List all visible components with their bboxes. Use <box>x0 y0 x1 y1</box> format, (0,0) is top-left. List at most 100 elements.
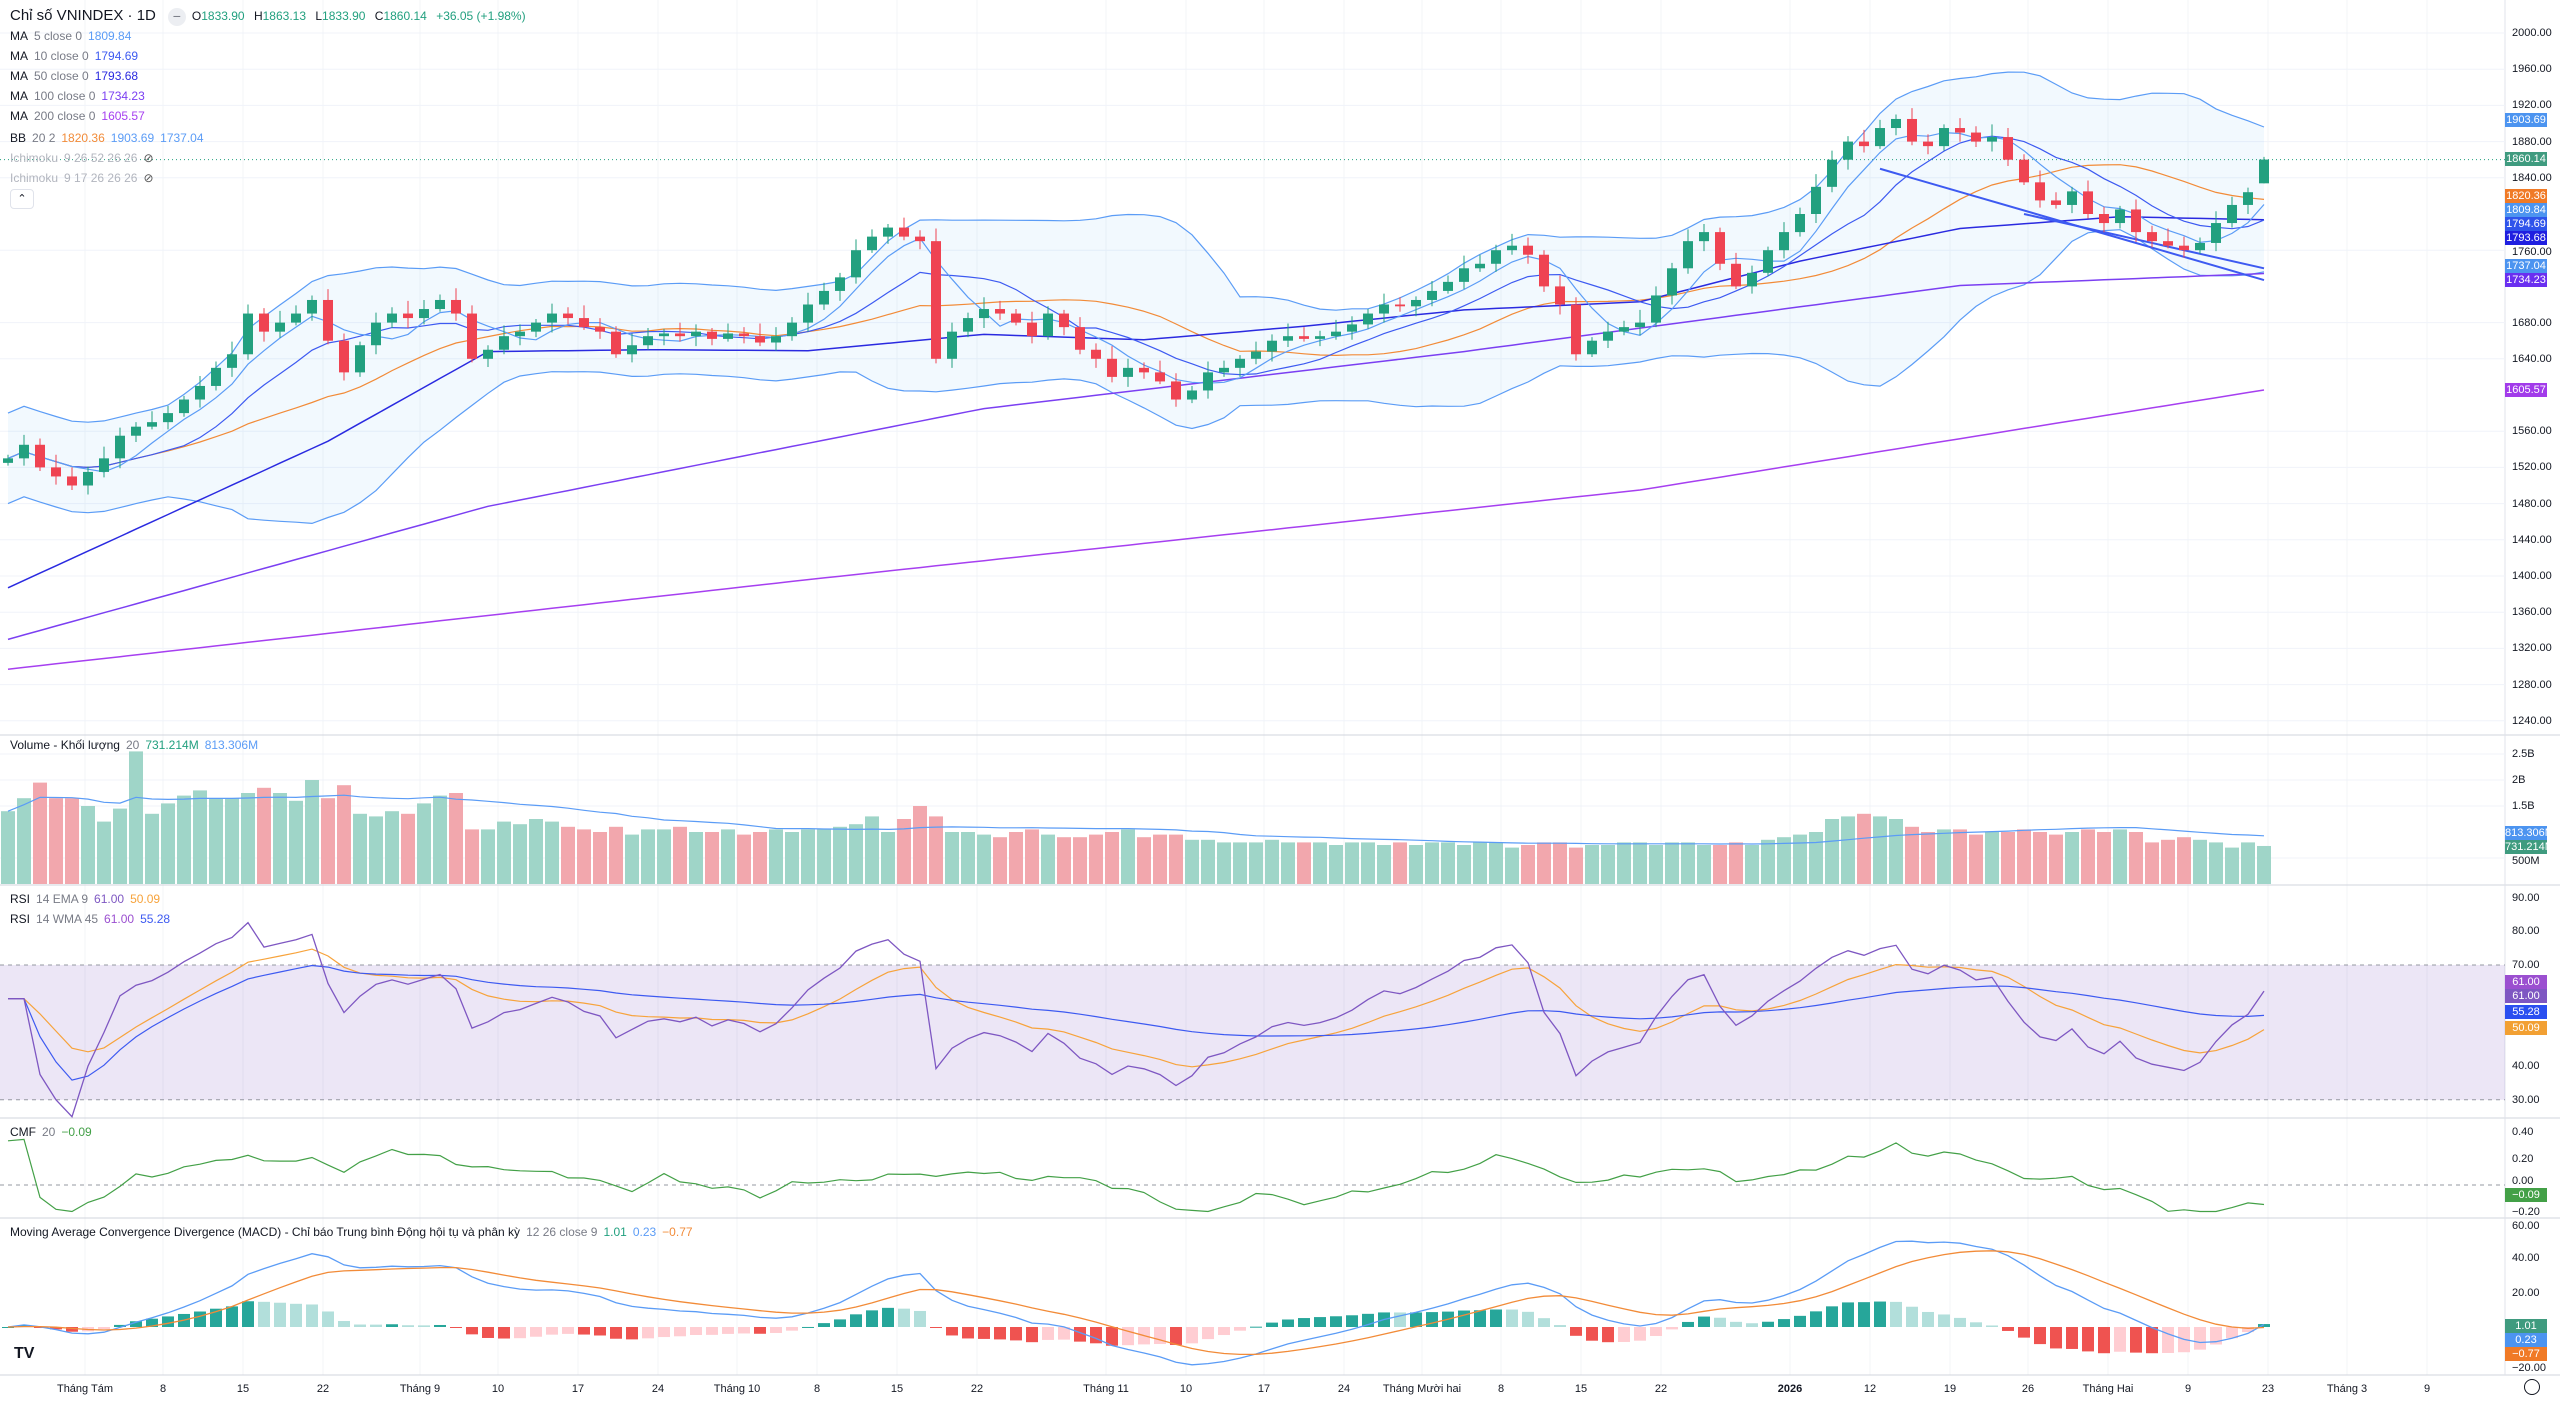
volume-bar <box>1265 839 1279 884</box>
volume-bar <box>545 821 559 884</box>
cmf-tick-label: 0.00 <box>2512 1175 2534 1187</box>
rsi-tick-label: 70.00 <box>2512 959 2540 971</box>
candle-body <box>643 336 653 346</box>
macd-histogram-bar <box>946 1327 958 1336</box>
candle <box>1811 174 1821 224</box>
minus-icon[interactable]: − <box>167 7 186 26</box>
candle-body <box>2163 241 2173 246</box>
bb-legend[interactable]: BB 20 2 1820.36 1903.69 1737.04 <box>10 128 210 148</box>
candle-body <box>1203 372 1213 391</box>
volume-bar <box>1553 842 1567 884</box>
ma50-legend[interactable]: MA 50 close 0 1793.68 <box>10 66 144 86</box>
volume-bar <box>305 780 319 884</box>
time-axis-label: 22 <box>970 1383 984 1395</box>
macd-histogram-bar <box>1650 1327 1662 1336</box>
candle <box>19 434 29 466</box>
volume-bar <box>1617 842 1631 884</box>
volume-bar <box>1505 847 1519 884</box>
rsi-wma-line <box>8 964 2265 1081</box>
volume-bar <box>1377 845 1391 884</box>
candle <box>1331 319 1341 340</box>
candle-body <box>1523 245 1533 255</box>
volume-bar <box>337 785 351 884</box>
macd-histogram-bar <box>466 1327 478 1335</box>
ichimoku2-legend[interactable]: Ichimoku 9 17 26 26 26 ⊘ <box>10 168 160 188</box>
volume-legend[interactable]: Volume - Khối lượng 20 731.214M 813.306M <box>10 735 264 755</box>
ma10-legend[interactable]: MA 10 close 0 1794.69 <box>10 46 144 66</box>
volume-bar <box>913 806 927 884</box>
volume-bar <box>1729 842 1743 884</box>
volume-bar <box>833 826 847 884</box>
candle-body <box>1235 358 1245 368</box>
volume-tick-label: 500M <box>2512 855 2540 867</box>
ma200-legend[interactable]: MA 200 close 0 1605.57 <box>10 106 151 126</box>
time-axis-label: Tháng Tám <box>56 1383 114 1395</box>
volume-bar <box>1601 845 1615 884</box>
macd-histogram-bar <box>626 1327 638 1340</box>
macd-legend[interactable]: Moving Average Convergence Divergence (M… <box>10 1222 699 1242</box>
macd-histogram-bar <box>1602 1327 1614 1343</box>
cmf-legend[interactable]: CMF 20 −0.09 <box>10 1122 98 1142</box>
macd-histogram-bar <box>898 1308 910 1327</box>
ma5-legend[interactable]: MA 5 close 0 1809.84 <box>10 26 137 46</box>
volume-bar <box>1889 819 1903 884</box>
volume-bar <box>2097 832 2111 884</box>
eye-off-icon[interactable]: ⊘ <box>143 151 154 165</box>
candle <box>1635 309 1645 336</box>
candle <box>1571 297 1581 361</box>
volume-bar <box>2033 832 2047 884</box>
macd-histogram-bar <box>258 1301 270 1327</box>
macd-histogram-bar <box>738 1327 750 1334</box>
candle-body <box>707 331 717 339</box>
volume-bar <box>433 795 447 884</box>
macd-histogram-bar <box>642 1327 654 1339</box>
candle-body <box>1955 128 1965 133</box>
macd-histogram-bar <box>930 1327 942 1328</box>
candle <box>1859 129 1869 153</box>
candle-body <box>51 467 61 477</box>
candle-body <box>2259 159 2269 184</box>
collapse-legend-button[interactable]: ⌃ <box>10 189 34 209</box>
price-badge: 1794.69 <box>2505 217 2547 231</box>
macd-line-value: 0.23 <box>632 1225 657 1239</box>
macd-histogram-bar <box>610 1327 622 1339</box>
volume-bar <box>2065 832 2079 884</box>
ma200-value: 1605.57 <box>101 109 145 123</box>
candle-body <box>339 340 349 373</box>
macd-histogram-bar <box>450 1327 462 1328</box>
ichimoku2-name: Ichimoku <box>10 171 59 185</box>
macd-histogram-bar <box>2 1327 14 1328</box>
macd-histogram-bar <box>1010 1327 1022 1341</box>
eye-off-icon[interactable]: ⊘ <box>143 171 154 185</box>
bb-fill <box>8 72 2264 524</box>
high-value: 1863.13 <box>262 9 307 23</box>
macd-histogram-bar <box>754 1327 766 1334</box>
ichimoku1-legend[interactable]: Ichimoku 9 26 52 26 26 ⊘ <box>10 148 160 168</box>
macd-histogram-bar <box>1954 1317 1966 1327</box>
tradingview-logo-icon[interactable]: TV <box>14 1345 35 1362</box>
macd-histogram-bar <box>2066 1327 2078 1349</box>
candle-body <box>1107 358 1117 377</box>
symbol-title[interactable]: Chỉ số VNINDEX · 1D <box>10 7 156 24</box>
ma100-name: MA <box>10 89 28 103</box>
candle <box>35 438 45 472</box>
candle <box>1619 320 1629 336</box>
volume-bar <box>737 834 751 884</box>
price-badge: 1860.14 <box>2505 152 2547 166</box>
settings-gear-icon[interactable]: ⚙ <box>2524 1379 2540 1395</box>
candle <box>467 305 477 363</box>
ma100-legend[interactable]: MA 100 close 0 1734.23 <box>10 86 151 106</box>
macd-badge: 1.01 <box>2505 1319 2547 1333</box>
candle <box>163 405 173 430</box>
macd-histogram-bar <box>2226 1327 2238 1339</box>
macd-histogram-bar <box>2082 1327 2094 1352</box>
candle <box>1475 254 1485 272</box>
cmf-line <box>7 1138 2265 1213</box>
candle-body <box>1363 313 1373 325</box>
rsi1-legend[interactable]: RSI 14 EMA 9 61.00 50.09 <box>10 889 166 909</box>
time-axis-label: Tháng 3 <box>2326 1383 2368 1395</box>
macd-histogram-bar <box>850 1314 862 1327</box>
rsi2-legend[interactable]: RSI 14 WMA 45 61.00 55.28 <box>10 909 176 929</box>
candle <box>1283 323 1293 348</box>
